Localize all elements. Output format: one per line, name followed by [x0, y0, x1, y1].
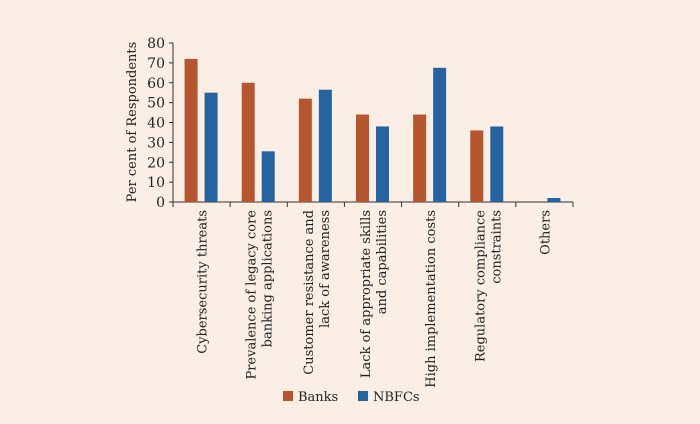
x-tick-label-line: Customer resistance and [302, 210, 317, 375]
bar-banks [413, 114, 427, 202]
y-tick-label: 50 [147, 96, 165, 112]
bar-banks [298, 98, 312, 202]
y-tick-label: 0 [156, 195, 165, 211]
x-tick-label-line: and capabilities [375, 210, 390, 314]
y-tick-label: 80 [147, 36, 165, 52]
y-tick-label: 40 [147, 116, 165, 132]
x-tick-label-line: Lack of appropriate skills [359, 210, 374, 378]
x-tick-label: High implementation costs [424, 210, 439, 388]
y-tick-label: 60 [147, 76, 165, 92]
x-tick-label-line: Regulatory compliance [473, 210, 488, 362]
legend-label-banks: Banks [298, 390, 338, 405]
bar-banks [184, 58, 198, 203]
y-axis: 0 10 20 30 40 50 60 70 80 [147, 36, 174, 211]
bar-nbfcs [261, 151, 275, 202]
bar-nbfcs [376, 126, 389, 202]
x-tick-label-line: Prevalence of legacy core [245, 210, 260, 380]
x-tick-label-line: Others [538, 210, 553, 255]
bars [184, 58, 561, 203]
x-tick-label: Prevalence of legacy corebanking applica… [245, 210, 276, 380]
bar-nbfcs [547, 198, 561, 202]
y-tick-label: 10 [147, 175, 165, 191]
x-tick-labels: Cybersecurity threats Prevalence of legac… [196, 210, 554, 388]
bar-banks [470, 130, 484, 202]
y-tick-label: 20 [147, 155, 165, 171]
legend-swatch-nbfcs [358, 391, 368, 401]
x-tick-label-line: High implementation costs [424, 210, 439, 388]
x-tick-label-line: banking applications [261, 210, 276, 347]
bar-nbfcs [204, 92, 218, 202]
bar-nbfcs [433, 67, 447, 202]
x-tick-label: Customer resistance andlack of awareness [302, 210, 333, 375]
bar-banks [356, 114, 369, 202]
legend-swatch-banks [283, 391, 293, 401]
y-tick-label: 70 [147, 56, 165, 72]
legend-label-nbfcs: NBFCs [373, 390, 420, 405]
bar-nbfcs [318, 89, 332, 202]
x-axis [172, 201, 574, 207]
x-tick-label: Regulatory complianceconstraints [473, 210, 504, 362]
x-tick-label-line: Cybersecurity threats [196, 210, 211, 354]
legend: Banks NBFCs [283, 390, 420, 405]
y-axis-label: Per cent of Respondents [125, 42, 140, 203]
x-tick-label-line: constraints [489, 210, 504, 284]
bar-banks [241, 82, 255, 202]
x-tick-label: Cybersecurity threats [196, 210, 211, 354]
bar-nbfcs [490, 126, 504, 202]
x-tick-label: Lack of appropriate skillsand capabiliti… [359, 210, 390, 378]
y-tick-label: 30 [147, 135, 165, 151]
x-tick-label: Others [538, 210, 553, 255]
x-tick-label-line: lack of awareness [318, 210, 333, 328]
